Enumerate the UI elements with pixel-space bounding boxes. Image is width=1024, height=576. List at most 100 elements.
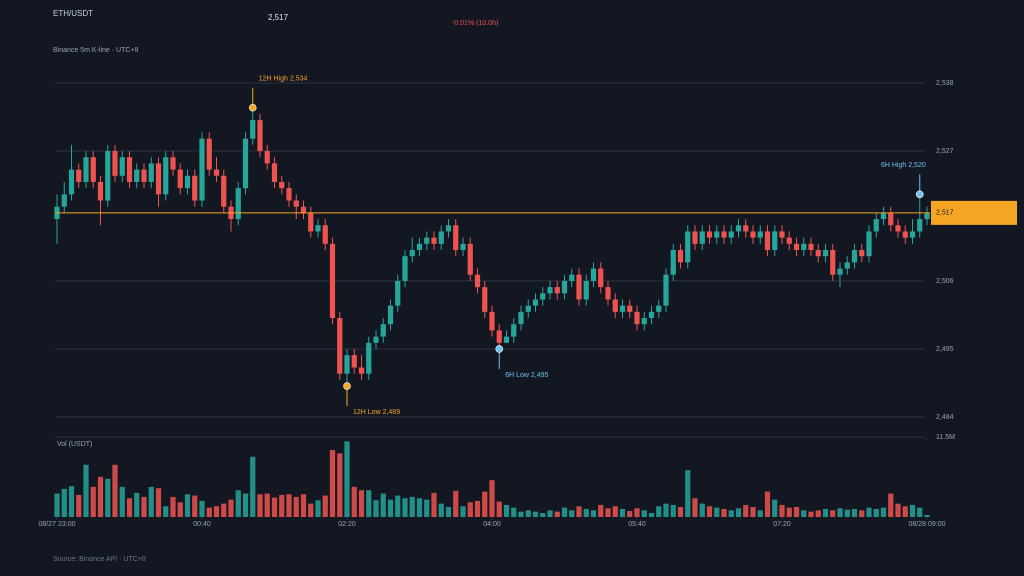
volume-bar xyxy=(830,510,836,517)
volume-bar xyxy=(76,494,82,517)
volume-bar xyxy=(540,512,546,517)
volume-bar xyxy=(619,508,626,517)
candle-body xyxy=(366,342,372,374)
volume-bar xyxy=(344,441,350,517)
volume-bar xyxy=(474,500,481,517)
volume-bar xyxy=(148,486,154,517)
candle-body xyxy=(402,256,408,281)
price-change: -0.01% (10.0h) xyxy=(452,20,498,27)
candle-body xyxy=(554,287,560,294)
volume-bar xyxy=(576,506,582,517)
volume-bar xyxy=(721,508,727,517)
volume-bar xyxy=(250,456,256,517)
candle-body xyxy=(264,151,270,164)
x-tick-label: 00:40 xyxy=(193,521,211,528)
candle-body xyxy=(199,138,205,201)
candle-body xyxy=(315,225,321,232)
volume-bar xyxy=(453,490,459,517)
volume-bar xyxy=(598,504,604,517)
candle-body xyxy=(627,305,633,312)
volume-bar xyxy=(735,508,742,517)
y-tick-label: 2,484 xyxy=(936,414,954,421)
candle-body xyxy=(373,336,379,343)
volume-bar xyxy=(105,478,111,517)
candle-body xyxy=(496,330,502,343)
candle-body xyxy=(438,231,444,244)
volume-bar xyxy=(518,511,524,517)
candle-body xyxy=(728,231,734,238)
candle-body xyxy=(286,188,292,201)
candle-body xyxy=(322,225,328,244)
volume-bar xyxy=(837,508,843,517)
volume-bar xyxy=(692,498,698,517)
volume-bar xyxy=(221,503,227,517)
candle-body xyxy=(271,163,278,182)
volume-bar xyxy=(155,488,162,517)
volume-bar xyxy=(801,510,807,517)
candle-body xyxy=(192,175,198,201)
candle-body xyxy=(561,280,568,294)
candle-body xyxy=(257,120,263,152)
candle-body xyxy=(786,237,792,244)
chart-title: ETH/USDT xyxy=(53,9,93,18)
candle-body xyxy=(358,367,365,374)
candle-body xyxy=(619,305,626,312)
volume-bar xyxy=(532,511,539,517)
volume-bar xyxy=(895,503,901,517)
volume-bar xyxy=(366,490,372,517)
volume-bar xyxy=(605,508,611,517)
volume-bar xyxy=(286,494,292,517)
volume-bar xyxy=(764,491,771,517)
volume-bar xyxy=(373,500,379,517)
x-tick-label: 05:40 xyxy=(628,521,646,528)
candle-body xyxy=(590,268,597,281)
chart-subtitle: Binance 5m K-line · UTC+8 xyxy=(53,47,139,54)
candle-body xyxy=(155,163,162,195)
volume-bar xyxy=(235,490,241,517)
candle-body xyxy=(134,169,140,182)
candle-body xyxy=(793,243,800,250)
volume-bar xyxy=(213,506,220,517)
candle-body xyxy=(598,268,604,288)
volume-bar xyxy=(242,493,249,517)
volume-bar xyxy=(170,496,176,517)
volume-bar xyxy=(554,511,560,517)
candle-body xyxy=(902,231,908,238)
volume-bar xyxy=(460,506,466,517)
x-tick-label: 04:00 xyxy=(483,521,501,528)
volume-bar xyxy=(402,498,408,517)
volume-bar xyxy=(293,496,299,517)
volume-bar xyxy=(583,508,589,517)
volume-bar xyxy=(438,503,444,517)
candle-body xyxy=(387,305,394,325)
candle-body xyxy=(206,138,212,170)
volume-bar xyxy=(511,507,517,517)
volume-bar xyxy=(786,507,792,517)
candle-body xyxy=(685,231,691,263)
annotation-label: 12H Low 2,489 xyxy=(353,409,400,416)
volume-bar xyxy=(380,493,386,517)
volume-bar xyxy=(300,494,307,517)
annotation-label: 6H High 2,520 xyxy=(881,162,926,169)
candle-body xyxy=(547,287,553,294)
volume-bar xyxy=(503,504,510,517)
volume-bar xyxy=(68,486,75,517)
candle-body xyxy=(489,311,495,331)
candle-body xyxy=(924,212,930,220)
volume-bar xyxy=(924,514,930,517)
candle-body xyxy=(757,231,763,238)
candle-body xyxy=(105,151,111,201)
candle-body xyxy=(119,157,125,176)
volume-bar xyxy=(54,493,60,517)
volume-bar xyxy=(656,506,662,517)
x-tick-label: 07:20 xyxy=(773,521,791,528)
x-tick-label: 08/27 23:00 xyxy=(39,521,76,528)
candle-body xyxy=(482,287,488,312)
candle-body xyxy=(68,169,75,195)
volume-bar xyxy=(685,470,691,517)
candle-body xyxy=(612,299,618,312)
candle-body xyxy=(844,262,850,269)
volume-bar xyxy=(547,510,553,517)
candle-body xyxy=(163,157,169,195)
y-tick-label: 2,527 xyxy=(936,148,954,155)
